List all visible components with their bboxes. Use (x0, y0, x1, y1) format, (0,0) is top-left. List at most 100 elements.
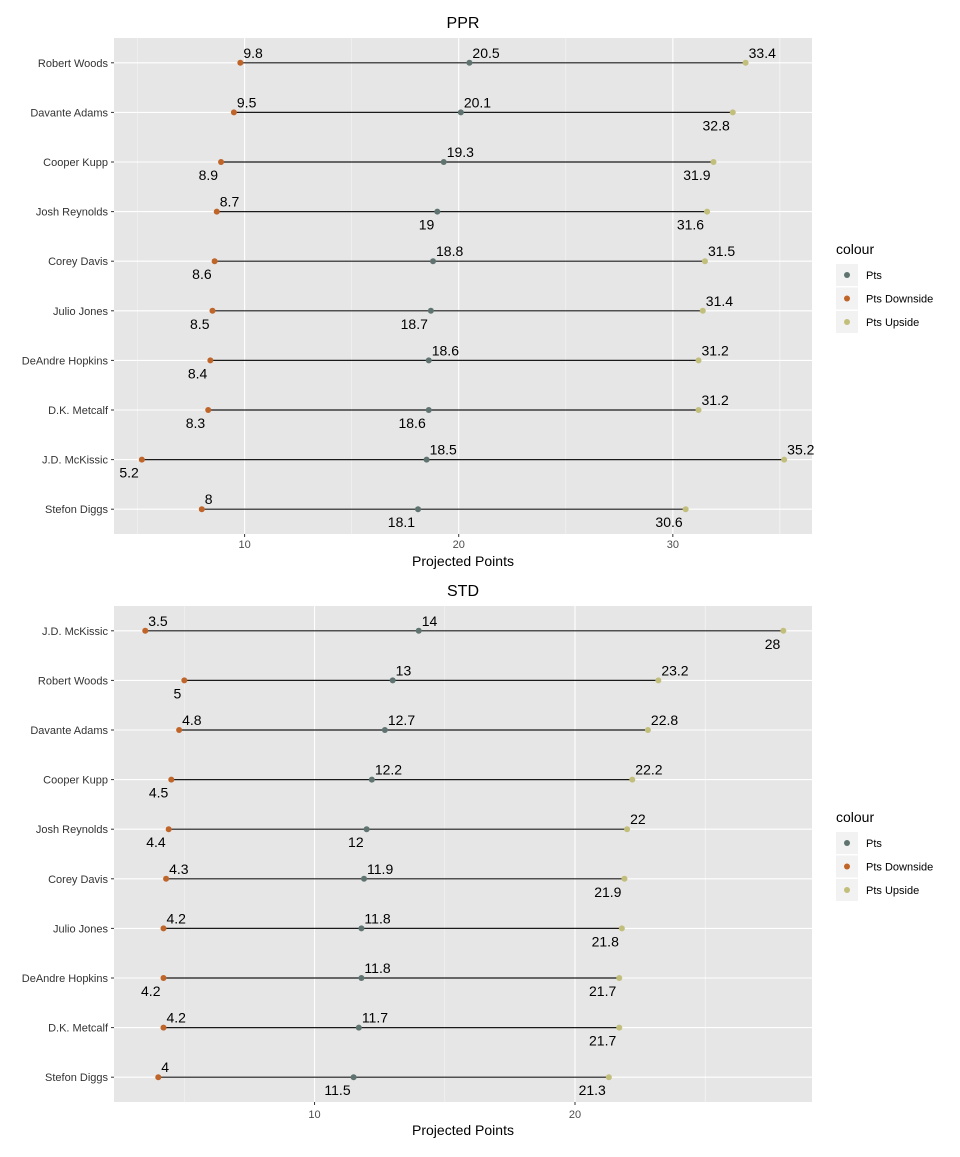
x-axis-title: Projected Points (412, 1122, 514, 1138)
data-label-pts-downside: 9.5 (237, 94, 257, 110)
data-label-pts-upside: 31.2 (702, 342, 729, 358)
data-label-pts-downside: 3.5 (148, 613, 168, 629)
data-label-pts-upside: 31.9 (683, 167, 710, 183)
data-label-pts-upside: 22.8 (651, 712, 678, 728)
data-label-pts: 18.6 (432, 342, 459, 358)
data-label-pts: 19.3 (447, 144, 474, 160)
point-pts-downside (165, 826, 172, 833)
point-pts (425, 357, 432, 364)
data-label-pts-downside: 8.6 (192, 266, 212, 282)
point-pts-upside (682, 506, 689, 513)
point-pts-downside (230, 109, 237, 116)
category-label: Stefon Diggs (45, 1072, 108, 1084)
data-label-pts-upside: 31.5 (708, 243, 735, 259)
chart-title: STD (447, 583, 479, 600)
point-pts-upside (704, 208, 711, 215)
x-tick-label: 20 (453, 539, 465, 551)
point-pts-downside (168, 776, 175, 783)
point-pts-upside (616, 1024, 623, 1031)
data-label-pts-upside: 22.2 (635, 762, 662, 778)
point-pts-upside (618, 925, 625, 932)
point-pts-downside (181, 677, 188, 684)
data-label-pts: 11.9 (367, 861, 393, 877)
point-pts (434, 208, 441, 215)
point-pts (358, 975, 365, 981)
x-tick-label: 20 (569, 1109, 581, 1121)
data-label-pts: 12 (348, 834, 364, 850)
point-pts-downside (176, 727, 183, 733)
category-label: Robert Woods (38, 58, 109, 70)
legend-label: Pts Downside (866, 862, 933, 874)
point-pts-downside (160, 975, 167, 981)
data-label-pts-downside: 8.4 (188, 365, 208, 381)
point-pts-downside (198, 506, 205, 513)
point-pts-upside (781, 456, 788, 463)
data-label-pts-downside: 8 (205, 491, 213, 507)
data-label-pts-downside: 8.9 (199, 167, 219, 183)
category-label: J.D. McKissic (42, 626, 109, 638)
chart-title: PPR (447, 15, 480, 32)
point-pts-upside (695, 407, 702, 413)
legend-label: Pts (866, 838, 882, 850)
point-pts-upside (699, 307, 706, 314)
data-label-pts-upside: 21.8 (592, 933, 619, 949)
legend-swatch-pts (844, 272, 850, 278)
legend-label: Pts Upside (866, 317, 919, 329)
data-label-pts-downside: 5.2 (119, 465, 139, 481)
point-pts-upside (695, 357, 702, 364)
data-label-pts-upside: 21.7 (589, 1033, 616, 1049)
data-label-pts: 11.8 (364, 910, 390, 926)
point-pts-upside (710, 159, 717, 165)
data-label-pts-downside: 4.2 (166, 910, 186, 926)
legend: colour Pts Pts Downside Pts Upside (836, 809, 933, 901)
category-label: Davante Adams (30, 107, 108, 119)
point-pts-downside (163, 875, 170, 882)
data-label-pts: 18.8 (436, 243, 463, 259)
point-pts-downside (138, 456, 145, 463)
point-pts-downside (142, 627, 149, 634)
data-label-pts-downside: 4.3 (169, 861, 189, 877)
category-label: Julio Jones (53, 306, 109, 318)
category-label: Corey Davis (48, 256, 108, 268)
data-label-pts: 18.6 (398, 415, 425, 431)
category-label: Josh Reynolds (36, 824, 109, 836)
data-label-pts-upside: 23.2 (661, 662, 688, 678)
point-pts-upside (742, 59, 749, 66)
legend-label: Pts (866, 270, 882, 282)
data-label-pts-downside: 5 (174, 685, 182, 701)
point-pts-upside (644, 727, 651, 733)
point-pts-upside (616, 975, 623, 981)
category-label: D.K. Metcalf (48, 1023, 109, 1035)
category-label: DeAndre Hopkins (22, 355, 109, 367)
data-label-pts-downside: 4.2 (141, 983, 161, 999)
point-pts-upside (701, 258, 708, 265)
point-pts (355, 1024, 362, 1031)
data-label-pts-downside: 8.7 (220, 194, 240, 210)
data-label-pts: 12.2 (375, 762, 402, 778)
legend-swatch-pts-upside (844, 887, 850, 893)
data-label-pts-upside: 31.2 (702, 392, 729, 408)
data-label-pts-upside: 32.8 (703, 117, 730, 133)
category-label: D.K. Metcalf (48, 405, 109, 417)
plot-panel (114, 606, 812, 1102)
point-pts-upside (624, 826, 631, 833)
point-pts (415, 627, 422, 634)
data-label-pts: 19 (419, 217, 435, 233)
data-label-pts-downside: 8.3 (186, 415, 206, 431)
data-label-pts-upside: 35.2 (787, 442, 814, 458)
point-pts-downside (207, 357, 214, 364)
point-pts-downside (160, 925, 167, 932)
point-pts (368, 776, 375, 783)
point-pts (440, 159, 447, 165)
data-label-pts: 18.1 (388, 514, 415, 530)
category-label: Davante Adams (30, 725, 108, 737)
legend-label: Pts Downside (866, 294, 933, 306)
data-label-pts-downside: 9.8 (243, 45, 263, 61)
category-label: Josh Reynolds (36, 207, 109, 219)
point-pts (363, 826, 370, 833)
legend-title: colour (836, 241, 874, 257)
point-pts-upside (780, 627, 787, 634)
legend: colour Pts Pts Downside Pts Upside (836, 241, 933, 333)
